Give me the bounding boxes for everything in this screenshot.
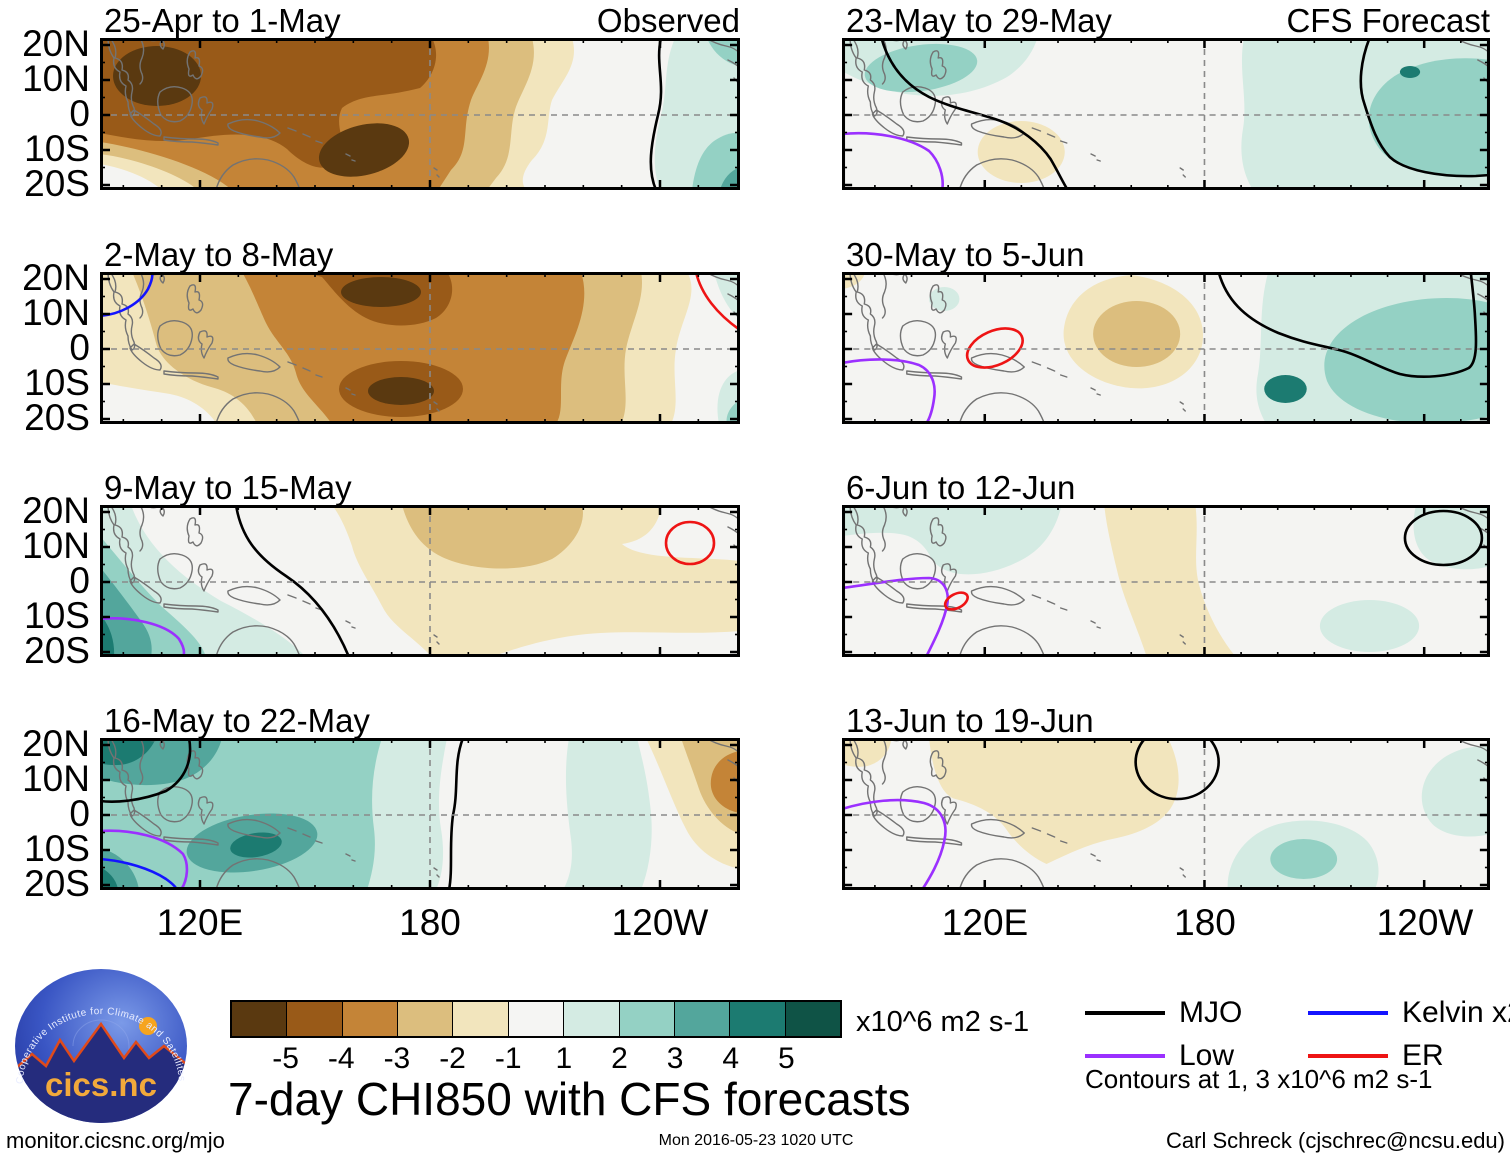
y-axis-label: 10N (22, 292, 90, 334)
legend-line-icon (1085, 1011, 1165, 1015)
y-axis-label: 20N (22, 23, 90, 65)
x-axis-label: 180 (399, 902, 461, 943)
map-forecast-week4 (842, 738, 1490, 890)
panel-title-L1: 25-Apr to 1-May (104, 2, 341, 39)
colorbar-tick-label: 5 (778, 1042, 795, 1075)
legend-label: ER (1402, 1039, 1444, 1072)
legend-item-low: Low (1085, 1038, 1234, 1074)
logo-mountains-icon (15, 1021, 187, 1123)
y-axis-label: 20S (24, 397, 90, 439)
y-axis-label: 10S (24, 128, 90, 170)
colorbar-segment (785, 1002, 840, 1036)
colorbar-segment (564, 1002, 620, 1036)
colorbar-tick-label: -3 (383, 1042, 411, 1075)
y-axis-label: 10S (24, 828, 90, 870)
colorbar-segment (508, 1002, 565, 1036)
x-axis-label: 120W (611, 902, 709, 943)
observed-label: Observed (596, 2, 740, 39)
footer-author: Carl Schreck (cjschrec@ncsu.edu) (1166, 1128, 1505, 1153)
colorbar-segment (453, 1002, 509, 1036)
colorbar-tick-label: 1 (555, 1042, 573, 1075)
legend-line-icon (1085, 1054, 1165, 1058)
y-axis-label: 0 (69, 93, 90, 135)
y-axis-label: 20N (22, 257, 90, 299)
figure-title: 7-day CHI850 with CFS forecasts (228, 1073, 911, 1125)
y-axis-label: 20S (24, 163, 90, 205)
panel-title-R4: 13-Jun to 19-Jun (846, 702, 1094, 739)
legend-label: MJO (1179, 996, 1243, 1029)
legend-note: Contours at 1, 3 x10^6 m2 s-1 (1085, 1064, 1433, 1094)
x-axis-label: 120E (156, 902, 244, 943)
colorbar-tick-label: 4 (722, 1042, 740, 1075)
colorbar-tick-label: 2 (611, 1042, 628, 1075)
y-axis-label: 0 (69, 560, 90, 602)
legend-label: Kelvin x2 (1402, 996, 1510, 1029)
footer-timestamp: Mon 2016-05-23 1020 UTC (658, 1132, 854, 1149)
panel-title-L3: 9-May to 15-May (104, 469, 352, 506)
y-axis-label: 20S (24, 863, 90, 905)
colorbar-segment (287, 1002, 343, 1036)
legend-item-er: ER (1308, 1038, 1444, 1074)
map-observed-week4 (100, 738, 740, 890)
panel-title-R3: 6-Jun to 12-Jun (846, 469, 1076, 506)
colorbar-tick-label: -5 (272, 1042, 299, 1075)
panel-title-L2: 2-May to 8-May (104, 236, 334, 273)
colorbar-segment (342, 1002, 399, 1036)
legend-line-icon (1308, 1011, 1388, 1015)
map-observed-week3 (100, 505, 740, 657)
footer-url: monitor.cicsnc.org/mjo (6, 1128, 225, 1153)
colorbar-segment (730, 1002, 786, 1036)
legend-item-mjo: MJO (1085, 995, 1242, 1031)
logo-name: cics.nc (45, 1066, 157, 1103)
y-axis-label: 10N (22, 525, 90, 567)
legend-line-icon (1308, 1054, 1388, 1058)
x-axis-label: 120W (1376, 902, 1474, 943)
colorbar-tick-label: -2 (439, 1042, 466, 1075)
colorbar-tick-label: -4 (327, 1042, 355, 1075)
y-axis-label: 0 (69, 327, 90, 369)
colorbar-tick-label: -1 (494, 1042, 522, 1075)
colorbar-segment (619, 1002, 675, 1036)
map-observed-week1 (100, 38, 740, 190)
panel-title-R1: 23-May to 29-May (846, 2, 1112, 39)
logo-sun-icon (139, 1017, 157, 1035)
colorbar-tick-label: 3 (666, 1042, 684, 1075)
y-axis-label: 20N (22, 723, 90, 765)
legend-item-kelvin-x2: Kelvin x2 (1308, 995, 1510, 1031)
y-axis-label: 10N (22, 58, 90, 100)
colorbar (230, 1000, 842, 1038)
colorbar-segment (232, 1002, 288, 1036)
y-axis-label: 20S (24, 630, 90, 672)
y-axis-label: 10N (22, 758, 90, 800)
colorbar-unit: x10^6 m2 s-1 (856, 1006, 1030, 1038)
map-observed-week2 (100, 272, 740, 424)
colorbar-segment (674, 1002, 731, 1036)
colorbar-segment (398, 1002, 454, 1036)
legend-label: Low (1179, 1039, 1235, 1072)
y-axis-label: 20N (22, 490, 90, 532)
panel-title-R2: 30-May to 5-Jun (846, 236, 1085, 273)
panel-title-L4: 16-May to 22-May (104, 702, 370, 739)
x-axis-label: 120E (941, 902, 1029, 943)
map-forecast-week2 (842, 272, 1490, 424)
x-axis-label: 180 (1174, 902, 1236, 943)
map-forecast-week1 (842, 38, 1490, 190)
y-axis-label: 0 (69, 793, 90, 835)
cfs-forecast-label: CFS Forecast (1286, 2, 1490, 39)
y-axis-label: 10S (24, 595, 90, 637)
map-forecast-week3 (842, 505, 1490, 657)
y-axis-label: 10S (24, 362, 90, 404)
cics-logo: cics.nc Cooperative Institute for Climat… (15, 969, 187, 1123)
